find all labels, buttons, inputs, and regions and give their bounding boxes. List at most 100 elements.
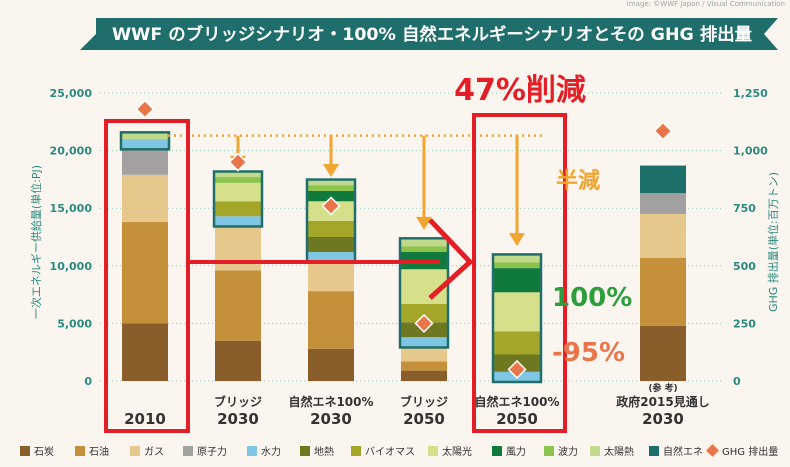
- legend-swatch: [428, 446, 438, 456]
- legend-swatch: [590, 446, 600, 456]
- ghg-95-label: -95%: [552, 338, 625, 368]
- credit-text: Image: ©WWF Japan / Visual Communication: [627, 0, 785, 8]
- y-tick-label-right: 1,000: [733, 145, 768, 158]
- renewable-outline: [491, 253, 543, 384]
- category-note: (参 考): [648, 382, 677, 394]
- y-tick-label-left: 15,000: [50, 202, 93, 215]
- bar-segment: [494, 331, 540, 355]
- legend-swatch: [492, 446, 502, 456]
- bar-segment: [640, 325, 686, 381]
- bar-segment: [122, 174, 168, 223]
- category-label-line1: 政府2015見通し: [616, 394, 709, 409]
- bar-segment: [494, 268, 540, 293]
- category-label-year: 2030: [217, 410, 259, 428]
- category-label-year: 2030: [310, 410, 352, 428]
- legend-label: 自然エネ: [663, 445, 703, 458]
- legend-label: 太陽光: [442, 445, 472, 458]
- y-axis-label-right: GHG 排出量(単位:百万トン): [766, 172, 780, 312]
- reduction-arrows: [230, 135, 525, 247]
- bar-segment: [401, 239, 447, 247]
- bar-segment: [122, 133, 168, 140]
- y-tick-label-right: 750: [733, 202, 756, 215]
- title-banner: WWF のブリッジシナリオ・100% 自然エネルギーシナリオとその GHG 排出…: [80, 18, 778, 50]
- bar-segment: [494, 255, 540, 263]
- legend-swatch: [183, 446, 193, 456]
- y-tick-label-right: 1,250: [733, 87, 768, 100]
- legend-swatch: [351, 446, 361, 456]
- ghg-markers: [135, 99, 673, 380]
- legend-swatch: [130, 446, 140, 456]
- bar-segment: [308, 180, 354, 186]
- highlight-box-2050: [472, 113, 567, 433]
- category-label-year: 2010: [124, 410, 166, 428]
- bar-segment: [401, 346, 447, 362]
- category-label-line1: ブリッジ: [214, 394, 262, 409]
- category-labels: 2010ブリッジ2030自然エネ100%2030ブリッジ2050自然エネ100%…: [124, 382, 710, 428]
- y-tick-label-left: 20,000: [50, 145, 93, 158]
- legend-swatch: [75, 446, 85, 456]
- half-label: 半減: [556, 169, 600, 194]
- down-arrow-head: [323, 163, 339, 177]
- y-tick-label-right: 0: [733, 375, 741, 388]
- bar-segment: [640, 257, 686, 326]
- category-label-line1: 自然エネ100%: [288, 394, 373, 409]
- ghg-diamond: [507, 359, 527, 380]
- legend-swatch: [544, 446, 554, 456]
- bar-segment: [640, 193, 686, 214]
- bar-segment: [215, 172, 261, 178]
- bar-segment: [401, 246, 447, 252]
- bar-segment: [215, 177, 261, 183]
- bar-segment: [122, 222, 168, 324]
- bar-segment: [122, 323, 168, 381]
- bar-segment: [494, 292, 540, 332]
- legend-swatch: [247, 446, 257, 456]
- y-tick-label-left: 0: [84, 375, 92, 388]
- legend-label: 地熱: [314, 445, 334, 458]
- bar-segment: [215, 340, 261, 381]
- bar-segment: [308, 261, 354, 292]
- bar-segment: [401, 303, 447, 323]
- down-arrow-head: [509, 233, 525, 247]
- left-axis-ticks: 0 5,000 10,000 15,000 20,000 25,000: [50, 87, 93, 388]
- bars: [122, 133, 686, 381]
- legend-label: ガス: [144, 446, 164, 458]
- legend-label: バイオマス: [365, 446, 415, 458]
- comparison-arrow: [188, 218, 474, 300]
- ghg-diamond: [228, 152, 248, 172]
- bar-segment: [308, 237, 354, 252]
- y-tick-label-left: 10,000: [50, 260, 93, 273]
- y-tick-label-left: 25,000: [50, 87, 93, 100]
- bar-segment: [308, 185, 354, 191]
- legend-swatch: [300, 446, 310, 456]
- legend-label: 太陽熱: [604, 445, 634, 458]
- ghg-diamond: [321, 196, 341, 216]
- legend-label: GHG 排出量: [722, 445, 778, 458]
- bar-segment: [122, 148, 168, 175]
- category-label-line1: 自然エネ100%: [474, 394, 559, 409]
- bar-segment: [215, 182, 261, 202]
- right-axis-ticks: 0 250 500 750 1,000 1,250: [733, 87, 768, 388]
- bar-segment: [215, 216, 261, 226]
- bar-segment: [640, 213, 686, 258]
- bar-segment: [122, 139, 168, 149]
- legend-label: 波力: [558, 445, 578, 458]
- down-arrow-head: [416, 216, 432, 230]
- renewable-outlines: [119, 131, 543, 384]
- ghg-diamond: [414, 313, 434, 333]
- renewable-outline: [398, 237, 450, 349]
- y-tick-label-right: 250: [733, 317, 756, 330]
- y-tick-label-left: 5,000: [57, 317, 92, 330]
- legend-label: 原子力: [197, 445, 227, 458]
- bar-segment: [308, 291, 354, 349]
- bar-segment: [640, 165, 686, 194]
- bar-segment: [308, 348, 354, 381]
- legend-label: 風力: [506, 445, 526, 458]
- page-title: WWF のブリッジシナリオ・100% 自然エネルギーシナリオとその GHG 排出…: [112, 24, 752, 45]
- legend-label: 石油: [89, 445, 109, 458]
- category-label-year: 2050: [496, 410, 538, 428]
- legend-swatch: [706, 444, 719, 457]
- category-label-year: 2050: [403, 410, 445, 428]
- legend-swatch: [649, 446, 659, 456]
